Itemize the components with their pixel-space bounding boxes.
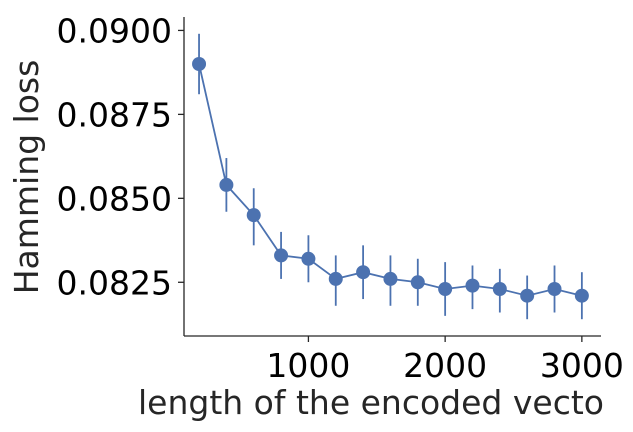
plot-area: 0.0825 0.0850 0.0875 0.0900 1000 2000 3000 (57, 11, 624, 385)
data-point (356, 265, 371, 280)
y-tick-label: 0.0850 (57, 179, 172, 218)
data-point (492, 281, 507, 296)
data-point (383, 271, 398, 286)
x-tick-label: 1000 (266, 346, 350, 385)
x-ticks: 1000 2000 3000 (266, 336, 624, 385)
data-point (547, 281, 562, 296)
data-point (520, 288, 535, 303)
x-tick-label: 3000 (540, 346, 624, 385)
data-point (410, 275, 425, 290)
x-axis-title: length of the encoded vecto (138, 383, 604, 422)
data-point (246, 208, 261, 223)
data-point (274, 248, 289, 263)
data-point (438, 281, 453, 296)
y-ticks: 0.0825 0.0850 0.0875 0.0900 (57, 11, 184, 302)
data-point (465, 278, 480, 293)
y-tick-label: 0.0875 (57, 95, 172, 134)
data-point (192, 57, 207, 72)
data-point (301, 251, 316, 266)
y-tick-label: 0.0825 (57, 263, 172, 302)
y-axis-title: Hamming loss (7, 60, 46, 295)
data-point (328, 271, 343, 286)
data-points (192, 57, 589, 303)
data-point (574, 288, 589, 303)
y-tick-label: 0.0900 (57, 11, 172, 50)
x-tick-label: 2000 (403, 346, 487, 385)
data-point (219, 177, 234, 192)
